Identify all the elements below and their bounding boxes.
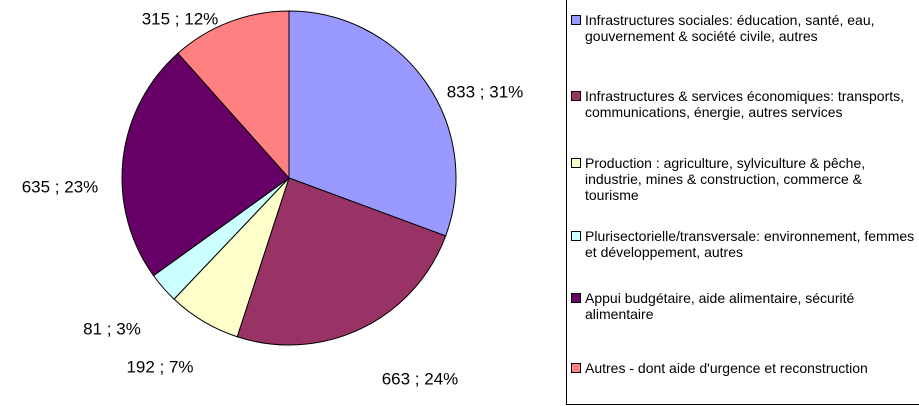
pie-slice [121, 52, 290, 277]
legend-swatch [571, 91, 581, 101]
pie-area: 833 ; 31% 663 ; 24% 192 ; 7% 81 ; 3% 635 ; 2… [22, 9, 524, 388]
legend-swatch [571, 158, 581, 168]
data-label: 663 ; 24% [382, 369, 459, 388]
legend-label: Infrastructures sociales: éducation, san… [585, 12, 875, 44]
legend-swatch [571, 231, 581, 241]
legend-label: Production : agriculture, sylviculture &… [585, 155, 866, 203]
data-label: 833 ; 31% [447, 82, 524, 101]
legend: Infrastructures sociales: éducation, san… [566, 0, 919, 405]
legend-label: Autres - dont aide d'urgence et reconstr… [585, 360, 868, 376]
legend-swatch [571, 293, 581, 303]
data-label: 81 ; 3% [83, 319, 141, 338]
legend-swatch [571, 363, 581, 373]
pie-slice [288, 10, 457, 237]
pie-slice [177, 10, 290, 180]
data-label: 635 ; 23% [22, 177, 99, 196]
legend-label: Infrastructures & services économiques: … [585, 88, 905, 120]
legend-label: Appui budgétaire, aide alimentaire, sécu… [585, 290, 855, 322]
legend-swatch [571, 15, 581, 25]
legend-label: Plurisectorielle/transversale: environne… [585, 228, 915, 260]
data-label: 192 ; 7% [126, 357, 193, 376]
data-label: 315 ; 12% [142, 9, 219, 28]
pie-slice [236, 177, 447, 346]
